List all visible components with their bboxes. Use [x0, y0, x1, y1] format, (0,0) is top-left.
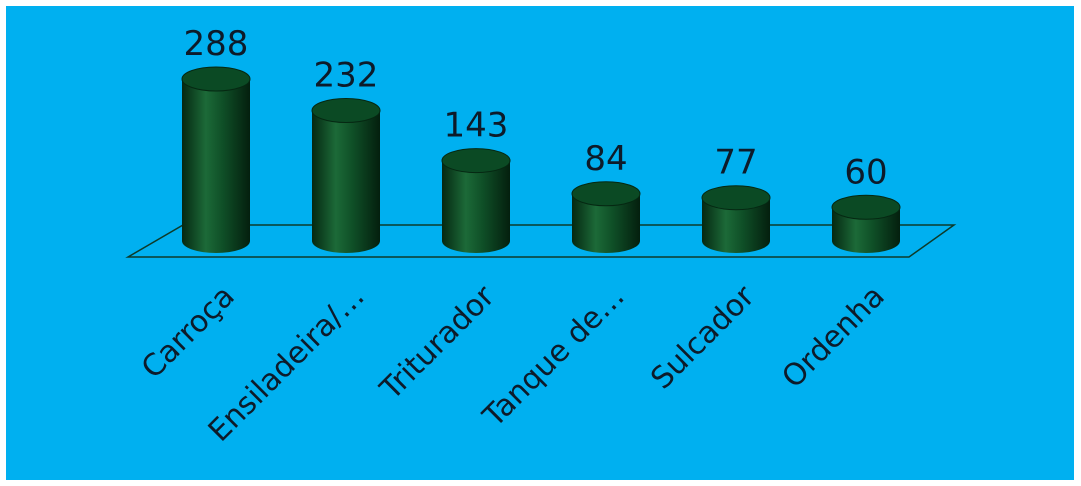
bar-body [182, 79, 250, 253]
bar-2 [312, 99, 380, 254]
bar-top [832, 195, 900, 219]
chart-floor [128, 225, 954, 257]
data-label-5: 77 [714, 143, 757, 183]
bar-top [182, 67, 250, 91]
bar-4 [572, 182, 640, 253]
bar-6 [832, 195, 900, 253]
data-label-6: 60 [844, 152, 887, 192]
bar-top [312, 99, 380, 123]
bar-body [312, 111, 380, 254]
bar-top [572, 182, 640, 206]
bar-1 [182, 67, 250, 253]
data-label-1: 288 [184, 24, 249, 64]
data-label-4: 84 [584, 139, 627, 179]
bar-top [702, 186, 770, 210]
value-labels-group: 288 232 143 84 77 60 [184, 24, 888, 192]
data-label-2: 232 [314, 56, 379, 96]
category-label-3: Triturador [373, 278, 502, 407]
category-label-1: Carroça [135, 279, 242, 386]
bar-top [442, 149, 510, 173]
bar-3 [442, 149, 510, 253]
bar-body [442, 161, 510, 253]
bar-5 [702, 186, 770, 253]
category-label-6: Ordenha [775, 279, 891, 395]
category-label-5: Sulcador [644, 278, 762, 396]
chart-area: 288 232 143 84 77 60 Carroça Ensiladeira/… Trit… [6, 6, 1074, 480]
data-label-3: 143 [444, 106, 509, 146]
